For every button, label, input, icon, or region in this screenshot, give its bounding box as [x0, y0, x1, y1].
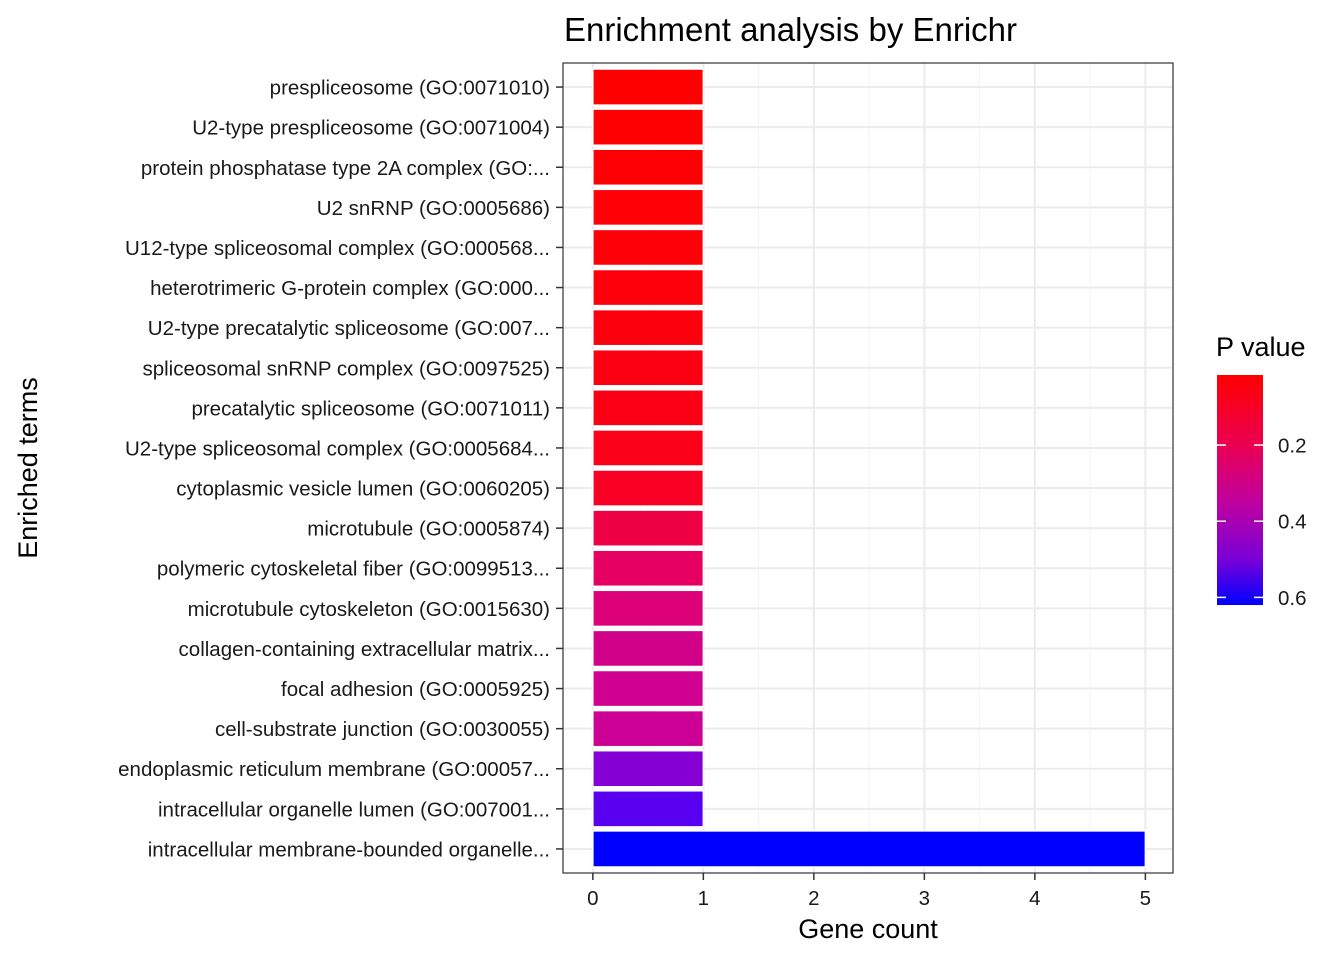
y-axis: prespliceosome (GO:0071010) U2-type presp… [118, 77, 563, 861]
bar-17 [592, 749, 705, 788]
y-tick-label: intracellular membrane-bounded organelle… [148, 838, 550, 861]
bar-8 [592, 389, 705, 427]
y-tick-label: intracellular organelle lumen (GO:007001… [158, 798, 550, 821]
bar-2 [592, 148, 705, 187]
bar-10 [592, 469, 705, 507]
y-tick-label: U2-type prespliceosome (GO:0071004) [192, 117, 550, 140]
bar-0 [592, 68, 705, 106]
legend-tick-label: 0.4 [1278, 511, 1307, 534]
plot-border [562, 62, 1174, 874]
x-tick-label: 0 [587, 887, 598, 910]
bar-3 [592, 188, 705, 227]
y-tick-label: heterotrimeric G-protein complex (GO:000… [150, 277, 550, 300]
x-axis-title: Gene count [798, 914, 938, 944]
bar-15 [592, 669, 705, 708]
x-tick-label: 2 [808, 887, 819, 910]
y-tick-label: endoplasmic reticulum membrane (GO:00057… [118, 758, 550, 781]
y-tick-label: microtubule (GO:0005874) [307, 518, 550, 541]
y-axis-title: Enriched terms [13, 377, 43, 559]
y-tick-label: U2-type spliceosomal complex (GO:0005684… [125, 437, 550, 460]
y-tick-label: precatalytic spliceosome (GO:0071011) [191, 397, 550, 420]
y-tick-label: cell-substrate junction (GO:0030055) [215, 718, 550, 741]
y-tick-label: cytoplasmic vesicle lumen (GO:0060205) [176, 478, 550, 501]
bar-19 [592, 830, 1147, 868]
bar-14 [592, 629, 705, 668]
bar-7 [592, 348, 705, 387]
bar-5 [592, 268, 705, 307]
y-tick-label: focal adhesion (GO:0005925) [281, 678, 550, 701]
legend-title: P value [1216, 332, 1306, 362]
bar-11 [592, 509, 705, 547]
x-axis: 0 1 2 3 4 5 [587, 873, 1151, 910]
y-tick-label: protein phosphatase type 2A complex (GO:… [141, 157, 550, 180]
legend-ticks: 0.2 0.4 0.6 [1217, 435, 1307, 610]
chart-title: Enrichment analysis by Enrichr [564, 11, 1017, 48]
y-tick-label: polymeric cytoskeletal fiber (GO:0099513… [157, 558, 550, 581]
x-tick-label: 3 [919, 887, 930, 910]
x-tick-label: 4 [1029, 887, 1040, 910]
y-tick-label: collagen-containing extracellular matrix… [179, 638, 550, 661]
x-tick-label: 1 [698, 887, 709, 910]
bars [592, 68, 1147, 868]
legend-tick-label: 0.2 [1278, 435, 1307, 458]
bar-9 [592, 429, 705, 467]
legend-tick-label: 0.6 [1278, 587, 1307, 610]
y-tick-label: U2-type precatalytic spliceosome (GO:007… [148, 317, 550, 340]
y-tick-label: spliceosomal snRNP complex (GO:0097525) [142, 357, 550, 380]
y-tick-label: prespliceosome (GO:0071010) [270, 77, 550, 100]
y-tick-label: U2 snRNP (GO:0005686) [317, 197, 550, 220]
bar-1 [592, 108, 705, 146]
bar-6 [592, 308, 705, 347]
bar-12 [592, 549, 705, 588]
x-tick-label: 5 [1140, 887, 1151, 910]
bar-13 [592, 589, 705, 628]
bar-4 [592, 228, 705, 267]
legend-colorbar [1217, 375, 1263, 605]
bar-16 [592, 709, 705, 748]
y-tick-label: U12-type spliceosomal complex (GO:000568… [125, 237, 550, 260]
color-legend: P value 0.2 0.4 0.6 [1216, 332, 1307, 610]
y-tick-label: microtubule cytoskeleton (GO:0015630) [188, 598, 550, 621]
bar-18 [592, 790, 705, 828]
